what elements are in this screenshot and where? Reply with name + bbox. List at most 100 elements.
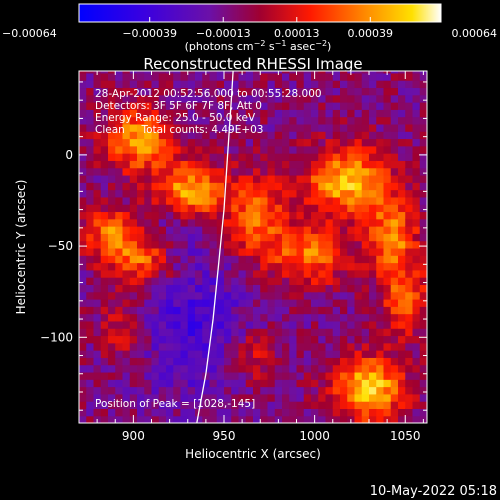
heatmap-cell xyxy=(390,145,399,154)
heatmap-cell xyxy=(311,80,319,89)
heatmap-cell xyxy=(311,408,319,417)
colorbar-ticks xyxy=(78,17,442,22)
heatmap-cell xyxy=(318,247,327,256)
heatmap-cell xyxy=(187,269,196,278)
heatmap-cell xyxy=(361,174,370,183)
heatmap-cell xyxy=(398,196,406,205)
heatmap-cell xyxy=(108,371,116,380)
heatmap-cell xyxy=(419,306,427,315)
heatmap-cell xyxy=(282,328,290,337)
heatmap-cell xyxy=(398,386,406,395)
heatmap-cell xyxy=(419,211,427,220)
heatmap-cell xyxy=(347,80,356,89)
heatmap-cell xyxy=(318,233,327,242)
heatmap-cell xyxy=(390,328,399,337)
heatmap-cell xyxy=(245,123,254,132)
heatmap-cell xyxy=(108,408,116,417)
heatmap-cell xyxy=(79,182,87,191)
heatmap-cell xyxy=(282,277,290,285)
heatmap-cell xyxy=(260,204,269,213)
heatmap-cell xyxy=(419,408,427,417)
heatmap-cell xyxy=(238,211,247,220)
heatmap-cell xyxy=(86,269,95,278)
heatmap-cell xyxy=(216,328,225,337)
heatmap-cell xyxy=(260,182,269,191)
heatmap-cell xyxy=(296,415,305,423)
heatmap-cell xyxy=(369,138,377,147)
heatmap-cell xyxy=(144,269,153,278)
heatmap-cell xyxy=(289,255,298,264)
heatmap-cell xyxy=(245,109,254,118)
heatmap-cell xyxy=(86,72,95,81)
heatmap-cell xyxy=(129,401,138,410)
heatmap-cell xyxy=(267,72,276,81)
heatmap-cell xyxy=(412,71,421,74)
heatmap-cell xyxy=(318,80,327,89)
heatmap-cell xyxy=(122,204,131,213)
heatmap-cell xyxy=(216,320,225,329)
heatmap-cell xyxy=(361,371,370,380)
heatmap-cell xyxy=(267,401,276,410)
heatmap-cell xyxy=(209,240,218,249)
heatmap-cell xyxy=(253,291,261,300)
heatmap-cell xyxy=(325,262,334,271)
heatmap-cell xyxy=(398,401,406,410)
heatmap-cell xyxy=(209,71,218,74)
heatmap-cell xyxy=(79,357,87,366)
heatmap-cell xyxy=(325,240,334,249)
heatmap-cell xyxy=(412,255,421,264)
heatmap-cell xyxy=(216,102,225,110)
heatmap-cell xyxy=(354,240,363,249)
heatmap-cell xyxy=(173,182,182,191)
heatmap-cell xyxy=(405,109,414,118)
heatmap-cell xyxy=(137,415,145,423)
heatmap-cell xyxy=(311,109,319,118)
heatmap-cell xyxy=(253,379,261,388)
heatmap-cell xyxy=(245,262,254,271)
heatmap-cell xyxy=(311,379,319,388)
heatmap-cell xyxy=(282,371,290,380)
heatmap-cell xyxy=(93,401,102,410)
heatmap-cell xyxy=(209,408,218,417)
heatmap-cell xyxy=(289,291,298,300)
heatmap-cell xyxy=(332,145,341,154)
heatmap-cell xyxy=(224,218,232,227)
heatmap-cell xyxy=(166,211,174,220)
x-tick-label: 950 xyxy=(213,429,236,443)
heatmap-cell xyxy=(122,87,131,96)
heatmap-cell xyxy=(173,240,182,249)
heatmap-cell xyxy=(325,204,334,213)
heatmap-cell xyxy=(347,189,356,198)
heatmap-cell xyxy=(187,94,196,103)
heatmap-cell xyxy=(383,145,392,154)
y-tick-label: 0 xyxy=(65,148,73,162)
heatmap-cell xyxy=(231,393,240,402)
heatmap-cell xyxy=(180,189,189,198)
heatmap-cell xyxy=(325,153,334,161)
heatmap-cell xyxy=(253,401,261,410)
heatmap-cell xyxy=(267,371,276,380)
heatmap-cell xyxy=(318,255,327,264)
heatmap-cell xyxy=(412,189,421,198)
heatmap-cell xyxy=(209,174,218,183)
heatmap-cell xyxy=(354,211,363,220)
heatmap-cell xyxy=(296,116,305,125)
heatmap-cell xyxy=(369,167,377,176)
heatmap-cell xyxy=(129,313,138,322)
heatmap-cell xyxy=(129,189,138,198)
heatmap-cell xyxy=(260,226,269,234)
heatmap-cell xyxy=(405,371,414,380)
heatmap-cell xyxy=(245,233,254,242)
heatmap-cell xyxy=(340,386,348,395)
heatmap-cell xyxy=(376,306,385,315)
heatmap-cell xyxy=(376,291,385,300)
heatmap-cell xyxy=(390,291,399,300)
heatmap-cell xyxy=(398,393,406,402)
heatmap-cell xyxy=(108,364,116,373)
heatmap-cell xyxy=(340,269,348,278)
heatmap-cell xyxy=(93,386,102,395)
heatmap-cell xyxy=(369,357,377,366)
heatmap-cell xyxy=(361,102,370,110)
heatmap-cell xyxy=(405,364,414,373)
heatmap-cell xyxy=(274,298,283,307)
